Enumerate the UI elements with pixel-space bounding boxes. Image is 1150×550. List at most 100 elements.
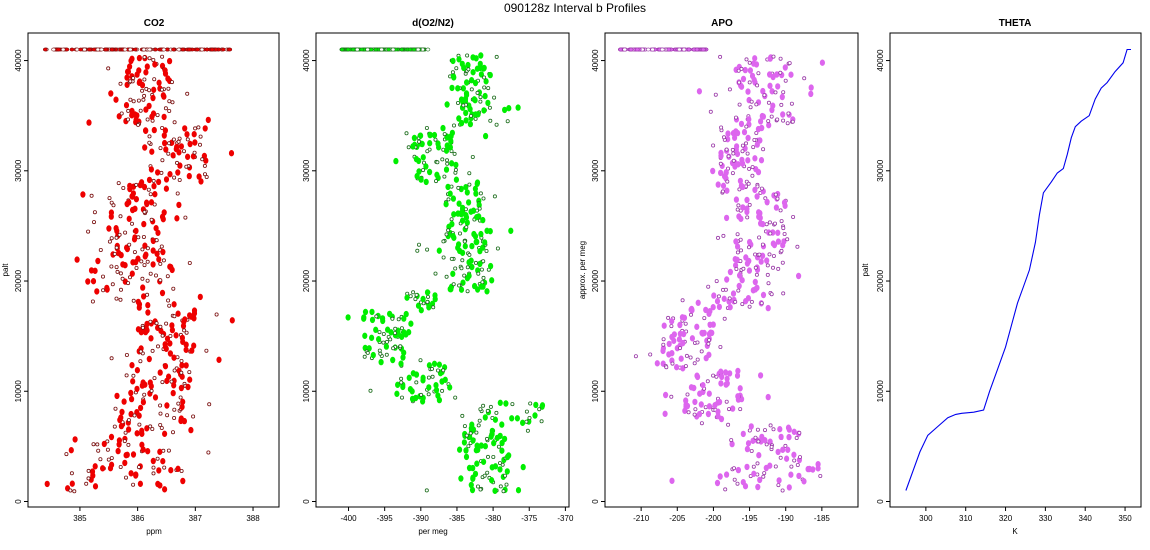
do2n2-y-tick-label: 30000 (302, 159, 311, 182)
do2n2-data-point (361, 314, 367, 321)
co2-data-point (128, 470, 134, 477)
co2-data-point (191, 130, 197, 138)
co2-data-point (124, 352, 129, 357)
apo-data-point (776, 266, 781, 271)
do2n2-data-point (409, 388, 415, 395)
do2n2-data-point (528, 401, 533, 406)
do2n2-data-point (484, 227, 490, 234)
apo-data-point (669, 318, 675, 325)
co2-data-point (131, 373, 136, 378)
do2n2-data-point (503, 473, 508, 478)
apo-data-point (723, 287, 728, 292)
co2-data-point (124, 200, 130, 208)
do2n2-data-point (388, 329, 394, 336)
do2n2-data-point (396, 317, 401, 322)
do2n2-data-point (496, 444, 501, 449)
do2n2-data-point (441, 239, 446, 244)
co2-data-point (165, 274, 170, 279)
co2-data-point (118, 251, 124, 259)
co2-data-point (127, 242, 132, 247)
co2-data-point (187, 140, 193, 148)
co2-data-point (169, 326, 175, 334)
co2-data-point (188, 313, 194, 320)
apo-data-point (661, 322, 667, 329)
co2-data-point (111, 203, 116, 208)
co2-data-point (173, 332, 179, 339)
do2n2-data-point (464, 433, 469, 438)
apo-data-point (666, 351, 672, 358)
do2n2-axis-ticks: -400 -395 -390 -385 -380 -375 -370 0 10000 20000 3… (302, 49, 574, 523)
co2-data-point (118, 464, 123, 469)
co2-data-point (86, 119, 92, 126)
do2n2-data-point (435, 368, 440, 373)
co2-data-point (126, 442, 131, 447)
co2-data-point (158, 261, 163, 266)
co2-data-point (153, 273, 158, 278)
do2n2-data-point (465, 61, 471, 69)
co2-data-point (101, 288, 106, 293)
do2n2-data-point (456, 446, 463, 453)
apo-data-point (694, 373, 701, 381)
do2n2-data-point (520, 463, 526, 471)
apo-data-point (760, 291, 767, 299)
apo-data-point (767, 55, 773, 62)
co2-data-point (100, 465, 106, 472)
co2-data-point (145, 246, 150, 251)
apo-data-point (724, 147, 729, 152)
co2-data-point (165, 75, 171, 82)
apo-data-point (680, 298, 685, 303)
apo-data-point (779, 248, 784, 253)
do2n2-data-point (483, 78, 489, 85)
do2n2-data-point (459, 204, 466, 212)
apo-data-point (740, 143, 745, 148)
apo-data-point (717, 473, 723, 480)
do2n2-data-point (504, 468, 510, 475)
do2n2-data-point (473, 55, 479, 62)
co2-data-point (109, 264, 114, 269)
do2n2-data-point (420, 377, 426, 384)
do2n2-data-point (480, 216, 486, 224)
do2n2-data-point (478, 52, 484, 59)
apo-data-point (718, 161, 723, 166)
co2-y-tick-label: 40000 (14, 49, 23, 72)
apo-data-point (724, 187, 730, 194)
co2-data-point (118, 271, 123, 276)
co2-data-point (134, 71, 140, 78)
apo-data-point (645, 47, 651, 52)
apo-data-point (712, 402, 718, 409)
apo-data-point (724, 375, 730, 382)
do2n2-data-point (482, 132, 489, 140)
co2-data-point (202, 172, 207, 177)
apo-data-point (715, 181, 721, 188)
apo-data-point (696, 88, 703, 95)
apo-data-point (735, 481, 740, 486)
co2-data-point (147, 56, 152, 61)
apo-data-point (773, 221, 778, 226)
do2n2-data-point (404, 131, 409, 136)
apo-data-point (746, 181, 751, 186)
apo-data-point (760, 242, 765, 247)
apo-data-point (736, 213, 742, 220)
co2-data-point (90, 472, 96, 479)
apo-data-point (738, 407, 743, 412)
co2-data-point (109, 236, 114, 241)
apo-data-point (795, 462, 800, 467)
co2-data-point (69, 471, 74, 476)
co2-data-point (147, 134, 152, 139)
do2n2-data-point (499, 447, 505, 454)
theta-plot-frame (889, 32, 1142, 508)
apo-data-point (783, 443, 788, 448)
do2n2-data-point (359, 47, 365, 52)
apo-data-point (786, 111, 791, 116)
do2n2-data-point (406, 145, 411, 150)
co2-data-point (114, 296, 119, 301)
co2-data-point (149, 388, 154, 393)
apo-data-point (754, 141, 760, 148)
apo-y-tick-label: 0 (591, 499, 600, 504)
co2-data-point (162, 430, 168, 437)
do2n2-data-point (435, 174, 441, 182)
co2-data-point (140, 325, 145, 330)
co2-data-point (138, 108, 143, 113)
do2n2-data-point (423, 163, 429, 170)
